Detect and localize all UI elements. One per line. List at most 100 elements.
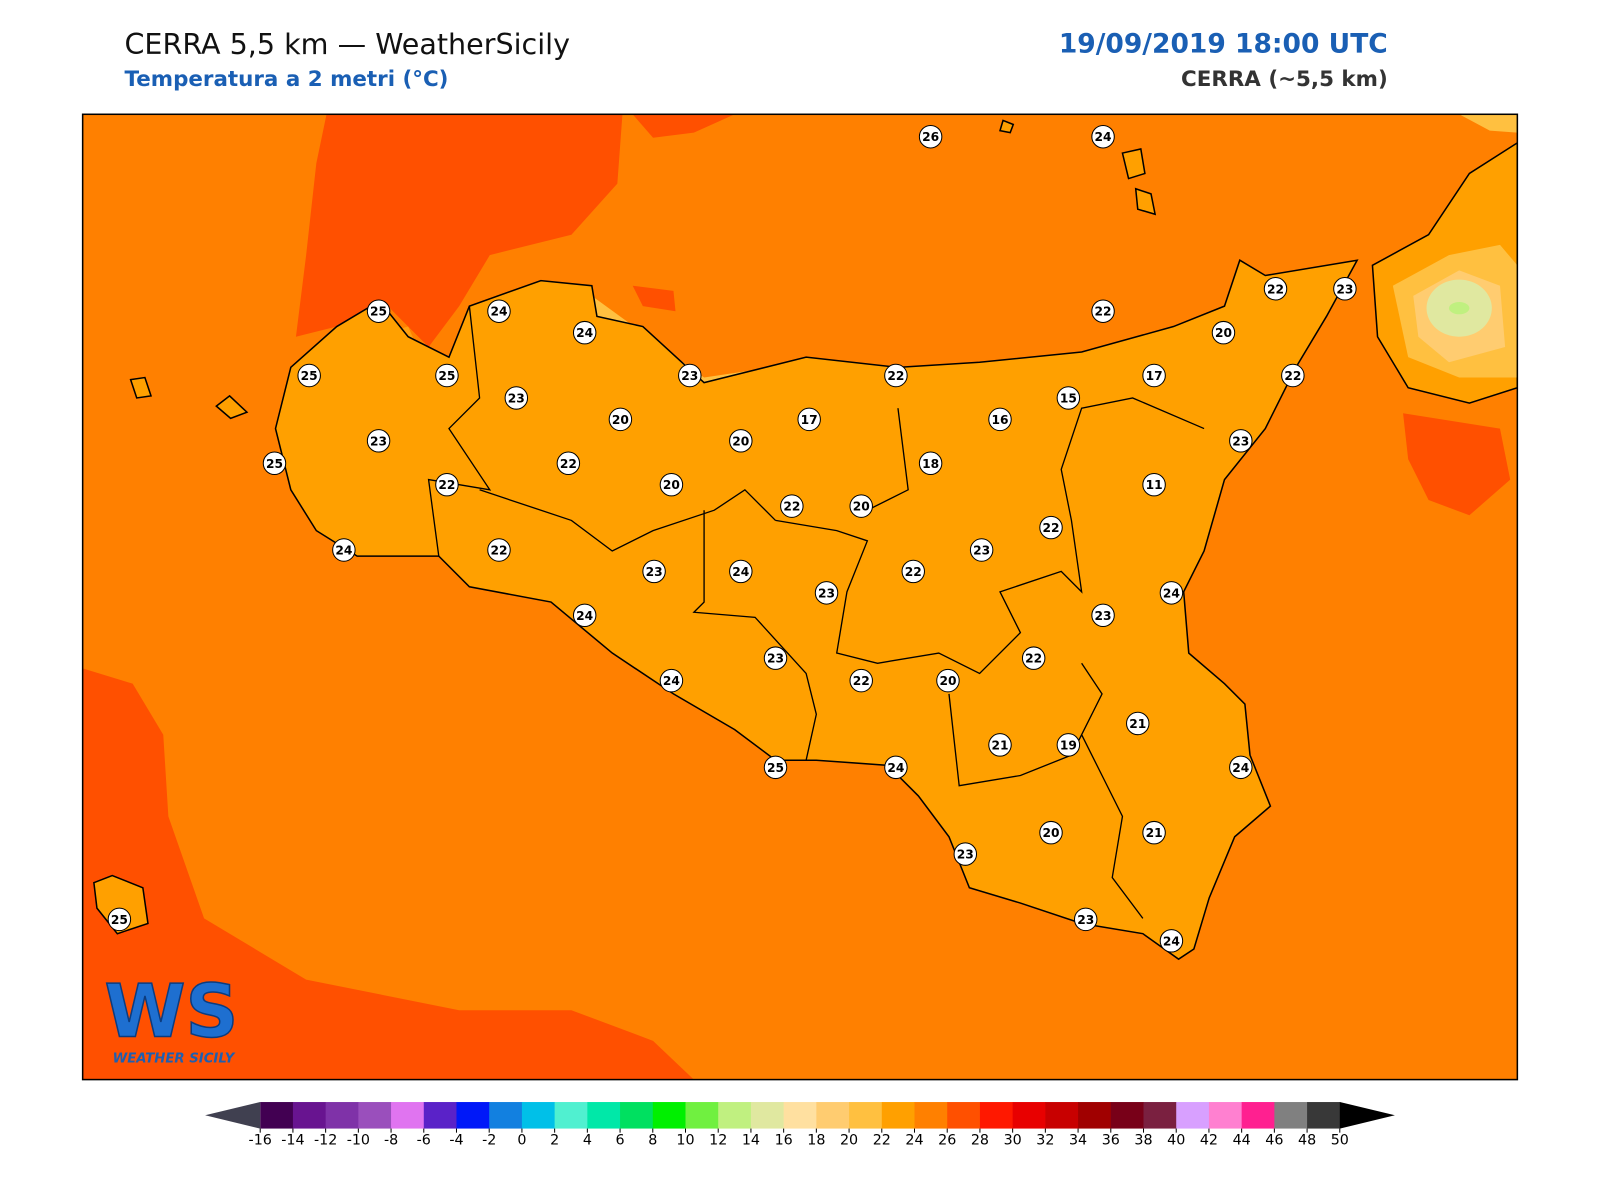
colorbar-segment bbox=[456, 1102, 490, 1129]
colorbar-segment bbox=[1012, 1102, 1046, 1129]
station-circle bbox=[1211, 320, 1236, 345]
station-circle bbox=[1091, 125, 1115, 149]
colorbar-tick-label: -14 bbox=[281, 1132, 304, 1148]
station-circle bbox=[849, 494, 873, 518]
station-marker: 20 bbox=[729, 429, 753, 453]
station-circle bbox=[729, 429, 753, 453]
station-marker: 20 bbox=[1211, 320, 1236, 345]
station-marker: 19 bbox=[1056, 733, 1081, 757]
colorbar-segment bbox=[521, 1102, 556, 1129]
colorbar-segment bbox=[391, 1102, 425, 1129]
station-marker: 20 bbox=[1039, 820, 1063, 845]
station-value: 23 bbox=[1232, 434, 1249, 448]
station-value: 11 bbox=[1146, 478, 1163, 492]
map-area bbox=[82, 114, 1518, 1080]
station-value: 25 bbox=[111, 913, 128, 927]
station-circle bbox=[1073, 907, 1098, 932]
station-value: 23 bbox=[973, 544, 990, 558]
station-value: 22 bbox=[1284, 369, 1301, 383]
station-circle bbox=[435, 363, 459, 388]
station-marker: 23 bbox=[953, 842, 978, 866]
station-circle bbox=[884, 755, 908, 780]
station-value: 21 bbox=[991, 738, 1008, 752]
station-value: 21 bbox=[1146, 826, 1163, 840]
station-marker: 15 bbox=[1056, 386, 1081, 410]
station-value: 23 bbox=[370, 434, 387, 448]
colorbar-tick-label: 4 bbox=[583, 1132, 592, 1148]
colorbar-segment bbox=[718, 1102, 752, 1129]
station-value: 24 bbox=[732, 565, 749, 579]
station-marker: 23 bbox=[504, 386, 529, 410]
station-circle bbox=[487, 538, 511, 562]
colorbar-tick-label: -2 bbox=[482, 1132, 496, 1148]
station-circle bbox=[988, 733, 1012, 757]
station-circle bbox=[1091, 603, 1115, 628]
station-marker: 20 bbox=[659, 472, 684, 497]
station-value: 22 bbox=[1025, 652, 1042, 666]
station-value: 20 bbox=[939, 674, 956, 688]
colorbar-tick-label: -8 bbox=[384, 1132, 398, 1148]
station-circle bbox=[1159, 929, 1184, 953]
colorbar-tick-label: -10 bbox=[347, 1132, 370, 1148]
colorbar-tick-label: -4 bbox=[449, 1132, 463, 1148]
station-value: 26 bbox=[922, 130, 939, 144]
station-value: 23 bbox=[1077, 913, 1094, 927]
station-circle bbox=[918, 451, 943, 475]
station-marker: 24 bbox=[884, 755, 908, 780]
station-circle bbox=[918, 125, 943, 149]
station-value: 25 bbox=[370, 305, 387, 319]
station-value: 15 bbox=[1060, 391, 1077, 405]
station-marker: 21 bbox=[1142, 820, 1166, 845]
station-value: 22 bbox=[853, 674, 870, 688]
station-value: 24 bbox=[663, 674, 680, 688]
station-marker: 22 bbox=[1021, 646, 1046, 670]
warm-patch bbox=[295, 114, 623, 347]
colorbar-segment bbox=[489, 1102, 523, 1129]
station-value: 21 bbox=[1129, 717, 1146, 731]
station-circle bbox=[659, 668, 684, 693]
station-marker: 25 bbox=[297, 363, 321, 388]
colorbar-segment bbox=[358, 1102, 392, 1129]
station-value: 23 bbox=[681, 369, 698, 383]
station-marker: 23 bbox=[1073, 907, 1098, 932]
station-circle bbox=[608, 407, 633, 432]
station-value: 23 bbox=[1095, 609, 1112, 623]
station-value: 22 bbox=[1095, 305, 1112, 319]
station-marker: 23 bbox=[1333, 277, 1357, 301]
station-value: 22 bbox=[887, 369, 904, 383]
station-value: 24 bbox=[1095, 130, 1112, 144]
station-marker: 23 bbox=[1091, 603, 1115, 628]
station-marker: 22 bbox=[1281, 363, 1305, 388]
station-circle bbox=[366, 299, 391, 323]
station-marker: 22 bbox=[556, 451, 581, 475]
station-value: 17 bbox=[801, 413, 818, 427]
station-circle bbox=[1039, 820, 1063, 845]
station-marker: 20 bbox=[849, 494, 873, 518]
colorbar-tick-label: -6 bbox=[417, 1132, 431, 1148]
station-value: 22 bbox=[783, 500, 800, 514]
colorbar-tick-label: 26 bbox=[938, 1132, 956, 1148]
station-value: 25 bbox=[438, 369, 455, 383]
station-circle bbox=[642, 559, 666, 584]
colorbar: -16 -14 -12 -10 -8 -6 -4 -2 0 2 4 6 8 10 12 14 16 18 20 22 2… bbox=[205, 1102, 1395, 1148]
colorbar-segment bbox=[1241, 1102, 1275, 1129]
island bbox=[93, 119, 1157, 935]
station-value: 23 bbox=[1336, 282, 1353, 296]
station-marker: 24 bbox=[572, 320, 597, 345]
station-value: 20 bbox=[663, 478, 680, 492]
station-marker: 25 bbox=[366, 299, 391, 323]
station-circle bbox=[1281, 363, 1305, 388]
station-value: 24 bbox=[335, 544, 352, 558]
station-marker: 23 bbox=[763, 646, 788, 670]
station-value: 23 bbox=[818, 586, 835, 600]
colorbar-segment bbox=[554, 1102, 588, 1129]
colorbar-segment bbox=[423, 1102, 458, 1129]
station-layer: 26 24 25 24 24 25 25 23 23 22 22 22 23 20 17 22 15 16 17 20… bbox=[107, 125, 1357, 953]
colorbar-segment bbox=[587, 1102, 621, 1129]
station-marker: 25 bbox=[262, 451, 287, 475]
station-marker: 16 bbox=[988, 407, 1012, 432]
station-value: 20 bbox=[1043, 826, 1060, 840]
colorbar-segment bbox=[849, 1102, 883, 1129]
station-value: 20 bbox=[1215, 326, 1232, 340]
